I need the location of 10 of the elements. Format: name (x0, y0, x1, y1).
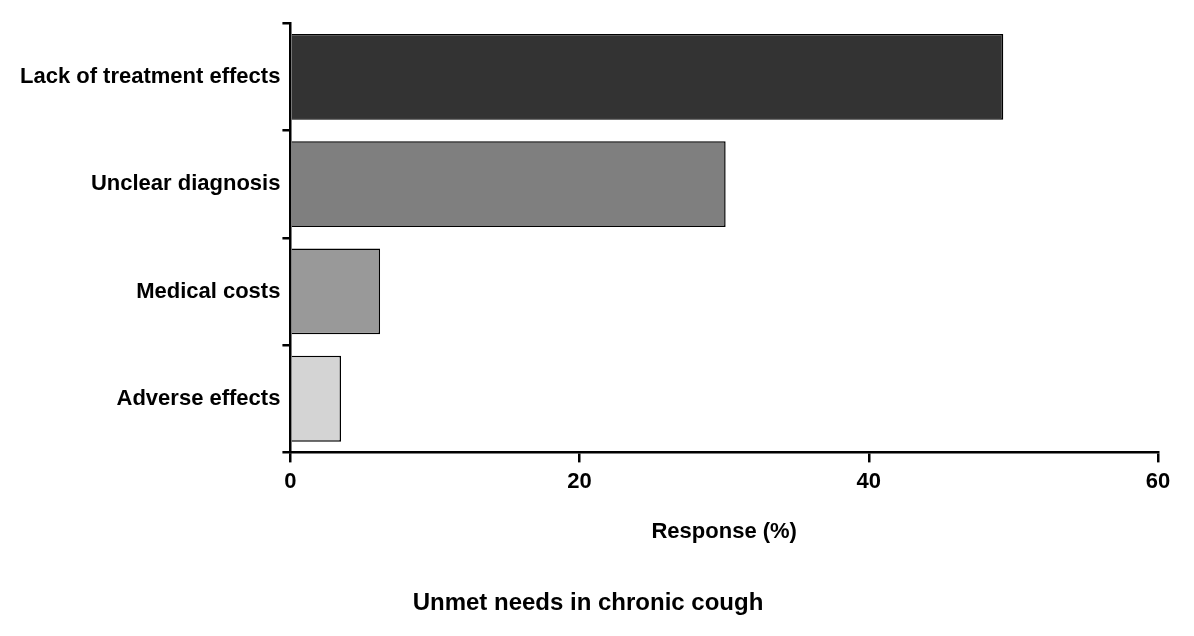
y-tick-label: Unclear diagnosis (90, 170, 281, 196)
x-tick-label: 40 (856, 467, 882, 493)
x-axis-title: Response (%) (651, 518, 797, 544)
y-tick-label: Adverse effects (116, 384, 281, 410)
y-tick-label: Medical costs (136, 277, 281, 303)
x-tick-label: 60 (1145, 467, 1171, 493)
x-tick-label: 0 (284, 467, 297, 493)
y-tick-label: Lack of treatment effects (19, 62, 281, 88)
text: Unmet needs in chronic cough (412, 588, 764, 616)
x-tick-label: 20 (567, 467, 592, 493)
